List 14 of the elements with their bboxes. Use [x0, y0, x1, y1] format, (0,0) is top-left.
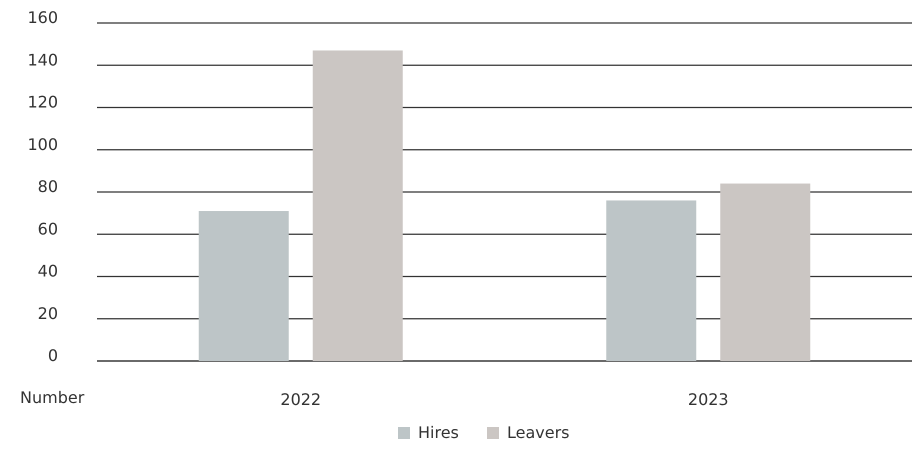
y-tick-label: 60	[38, 219, 58, 238]
y-tick-label: 160	[27, 8, 58, 27]
y-tick-label: 80	[38, 177, 58, 196]
y-tick-label: 120	[27, 92, 58, 112]
y-tick-label: 0	[48, 346, 58, 365]
x-tick-label: 2022	[280, 390, 322, 409]
legend-label: Hires	[418, 423, 459, 442]
y-tick-label: 100	[27, 134, 58, 154]
y-tick-label: 40	[38, 262, 58, 280]
y-tick-label: 140	[27, 50, 58, 70]
legend-label: Leavers	[507, 423, 570, 442]
y-tick-label: 20	[38, 304, 58, 323]
x-tick-label: 2023	[688, 390, 729, 409]
y-axis-title: Number	[20, 388, 85, 407]
